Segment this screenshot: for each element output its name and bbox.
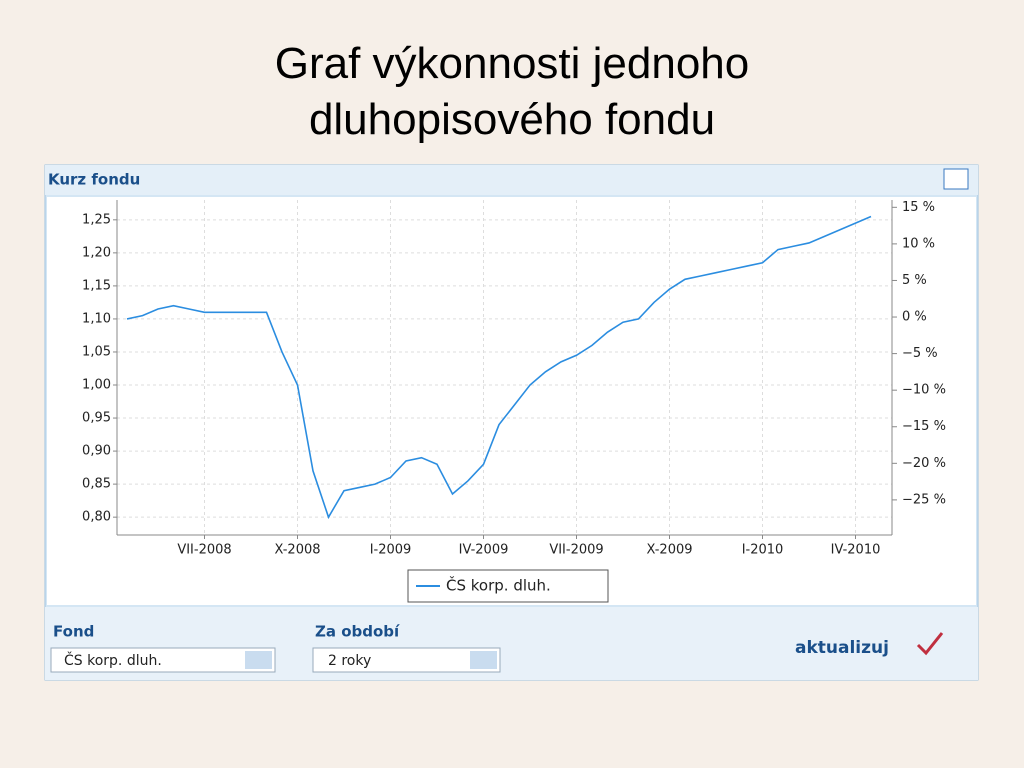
- y2-tick-label: −20 %: [902, 456, 946, 471]
- y2-tick-label: 15 %: [902, 200, 935, 215]
- y-tick-label: 1,05: [82, 344, 111, 359]
- y2-tick-label: −5 %: [902, 346, 938, 361]
- y-tick-label: 0,95: [82, 411, 111, 426]
- widget-title: Kurz fondu: [48, 171, 140, 189]
- y2-tick-label: 5 %: [902, 273, 927, 288]
- x-tick-label: X-2009: [646, 543, 692, 558]
- x-tick-label: VII-2009: [549, 543, 603, 558]
- y-tick-label: 0,85: [82, 477, 111, 492]
- y2-tick-label: −10 %: [902, 383, 946, 398]
- x-tick-label: I-2010: [742, 543, 784, 558]
- legend-box: [407, 569, 609, 603]
- x-tick-label: VII-2008: [177, 543, 231, 558]
- y-tick-label: 1,20: [82, 245, 111, 260]
- fund-dropdown[interactable]: [245, 651, 272, 669]
- y2-tick-label: −15 %: [902, 419, 946, 434]
- fund-label: Fond: [53, 623, 94, 641]
- x-tick-label: X-2008: [274, 543, 320, 558]
- period-label: Za období: [315, 623, 400, 641]
- fund-value: ČS korp. dluh.: [64, 651, 162, 669]
- y-tick-label: 1,15: [82, 278, 111, 293]
- y-tick-label: 1,10: [82, 311, 111, 326]
- data-line: [126, 215, 872, 520]
- check-icon: [916, 632, 944, 656]
- y-tick-label: 1,25: [82, 212, 111, 227]
- y2-tick-label: 0 %: [902, 310, 927, 325]
- chart-icon[interactable]: [943, 168, 969, 190]
- y2-tick-label: −25 %: [902, 492, 946, 507]
- period-value: 2 roky: [328, 653, 371, 669]
- legend-label: ČS korp. dluh.: [446, 576, 551, 595]
- y-tick-label: 0,80: [82, 510, 111, 525]
- period-select[interactable]: [312, 647, 501, 673]
- y-tick-label: 1,00: [82, 378, 111, 393]
- y-tick-label: 0,90: [82, 444, 111, 459]
- update-button[interactable]: aktualizuj: [795, 638, 889, 658]
- period-dropdown[interactable]: [470, 651, 497, 669]
- x-tick-label: IV-2010: [831, 543, 881, 558]
- chart-area: [47, 197, 976, 605]
- x-tick-label: I-2009: [370, 543, 412, 558]
- slide-title: Graf výkonnosti jednoho dluhopisového fo…: [274, 39, 750, 144]
- widget-header: [45, 165, 978, 195]
- y2-tick-label: 10 %: [902, 236, 935, 251]
- x-tick-label: IV-2009: [459, 543, 509, 558]
- fund-select[interactable]: [50, 647, 276, 673]
